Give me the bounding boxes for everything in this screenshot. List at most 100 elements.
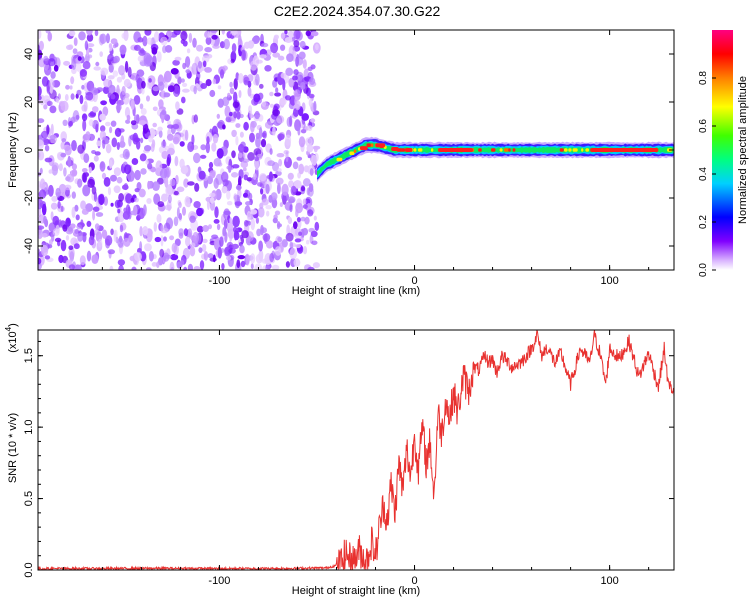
noise-speck: [99, 161, 106, 172]
noise-speck: [43, 104, 48, 110]
noise-speck: [165, 184, 173, 197]
spectrogram-panel: -100 0 100 -40 -20 0 20 40 Height of straight l…: [7, 29, 675, 297]
noise-speck: [166, 157, 171, 167]
noise-speck: [274, 246, 282, 256]
noise-speck: [176, 207, 180, 219]
noise-speck: [73, 243, 80, 250]
noise-speck: [102, 139, 106, 149]
noise-speck: [66, 44, 73, 51]
noise-speck: [288, 77, 295, 88]
noise-speck: [82, 60, 91, 70]
noise-speck: [94, 229, 100, 236]
noise-speck: [160, 207, 165, 212]
noise-speck: [70, 76, 75, 85]
noise-speck: [187, 263, 193, 270]
noise-speck: [272, 109, 280, 116]
y-tick-label: 40: [23, 48, 35, 60]
noise-speck: [161, 109, 167, 116]
noise-speck: [296, 217, 301, 223]
noise-speck: [189, 242, 196, 248]
snr-exponent: (x104): [4, 323, 19, 353]
noise-speck: [287, 172, 294, 180]
noise-speck: [82, 184, 91, 197]
noise-speck: [157, 126, 163, 132]
noise-speck: [117, 208, 121, 214]
noise-speck: [213, 177, 219, 189]
noise-speck: [239, 245, 245, 254]
noise-speck: [284, 95, 292, 101]
noise-speck: [287, 196, 296, 204]
noise-speck: [148, 135, 154, 143]
noise-speck: [223, 38, 230, 50]
noise-speck: [203, 251, 209, 261]
noise-speck: [302, 178, 311, 187]
noise-speck: [261, 227, 267, 234]
noise-speck: [229, 217, 233, 224]
noise-speck: [166, 30, 173, 38]
noise-speck: [38, 257, 42, 265]
noise-speck: [185, 69, 191, 74]
noise-speck: [221, 186, 228, 194]
noise-speck: [170, 68, 179, 75]
noise-speck: [268, 194, 273, 203]
noise-speck: [249, 60, 258, 71]
noise-speck: [125, 151, 130, 158]
noise-speck: [190, 235, 197, 242]
noise-speck: [226, 255, 232, 261]
noise-speck: [249, 132, 255, 143]
noise-speck: [65, 217, 71, 227]
noise-speck: [184, 129, 189, 141]
noise-speck: [173, 30, 181, 36]
noise-speck: [278, 134, 282, 142]
noise-speck: [260, 138, 267, 148]
signal-peak: [391, 147, 399, 151]
noise-speck: [285, 232, 294, 242]
noise-speck: [265, 265, 271, 270]
noise-speck: [62, 224, 68, 232]
noise-speck: [290, 185, 297, 196]
noise-speck: [65, 235, 70, 241]
noise-speck: [163, 254, 172, 259]
noise-speck: [64, 145, 72, 156]
noise-speck: [102, 106, 109, 117]
noise-speck: [68, 245, 74, 250]
noise-speck: [313, 146, 318, 153]
colorbar-label: Normalized spectral amplitude: [737, 76, 749, 224]
noise-speck: [112, 70, 119, 77]
noise-speck: [79, 94, 84, 105]
noise-speck: [272, 52, 281, 58]
noise-speck: [171, 242, 177, 253]
noise-speck: [170, 266, 174, 270]
noise-speck: [108, 43, 112, 48]
noise-speck: [92, 106, 99, 113]
noise-speck: [233, 193, 238, 202]
signal-core: [508, 148, 511, 152]
noise-speck: [142, 123, 149, 134]
noise-speck: [148, 78, 152, 83]
noise-speck: [88, 235, 95, 246]
noise-speck: [314, 221, 320, 231]
noise-speck: [134, 252, 142, 262]
noise-speck: [152, 122, 157, 128]
noise-speck: [97, 238, 103, 248]
noise-speck: [297, 126, 301, 136]
noise-speck: [228, 165, 232, 173]
noise-speck: [278, 158, 283, 167]
signal-core: [366, 143, 371, 147]
noise-speck: [277, 168, 282, 173]
noise-speck: [107, 249, 116, 255]
x-tick-label: 0: [411, 275, 417, 287]
noise-speck: [54, 237, 62, 243]
noise-speck: [110, 174, 117, 182]
noise-speck: [133, 44, 141, 52]
noise-speck: [110, 120, 117, 127]
noise-speck: [235, 184, 242, 191]
noise-speck: [242, 167, 247, 172]
noise-speck: [178, 228, 184, 237]
noise-speck: [176, 108, 184, 115]
noise-speck: [119, 44, 127, 55]
noise-speck: [252, 173, 257, 180]
noise-speck: [109, 159, 113, 169]
noise-speck: [233, 91, 238, 104]
noise-speck: [209, 89, 216, 98]
